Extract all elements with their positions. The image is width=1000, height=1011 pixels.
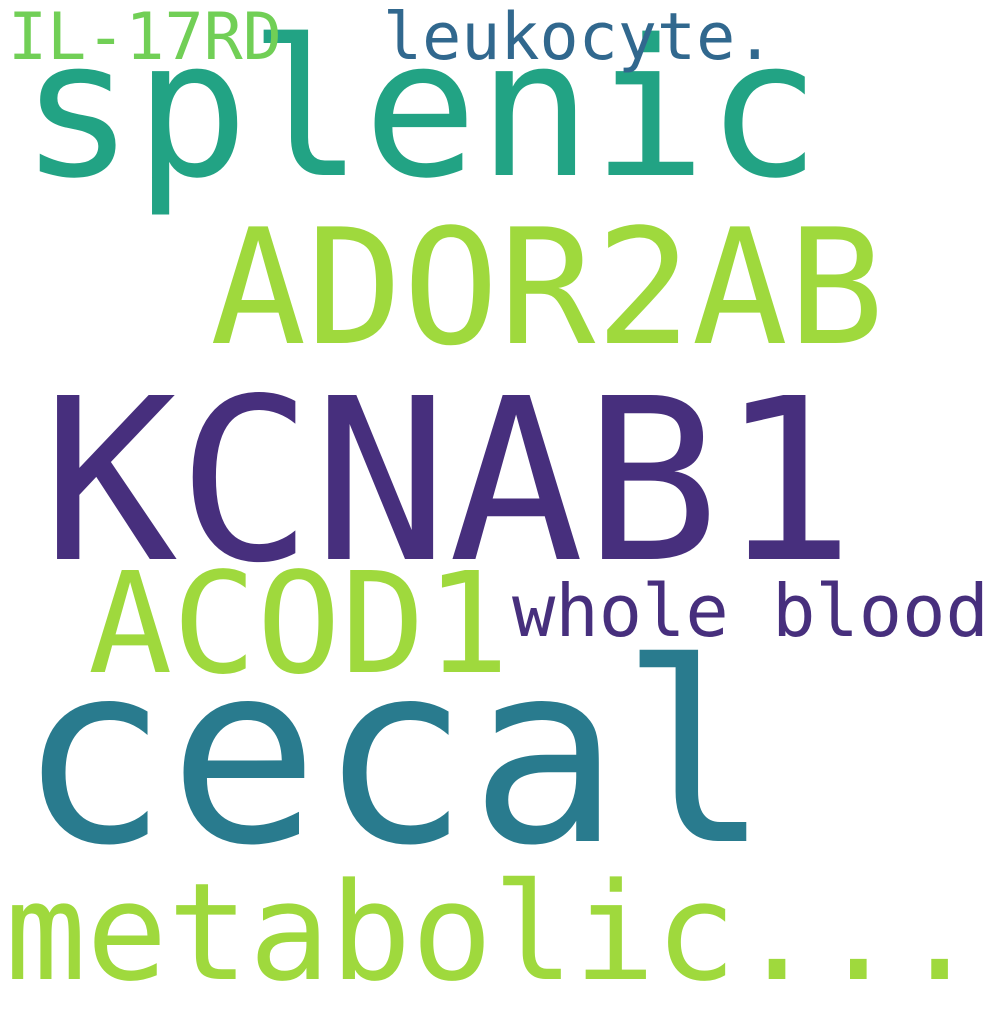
- word-whole-blood: whole blood: [512, 569, 989, 653]
- word-kcnab1: KCNAB1: [42, 351, 855, 613]
- word-cecal: cecal: [18, 609, 771, 900]
- word-acod1: ACOD1: [88, 543, 510, 706]
- word-metabolic: metabolic...: [5, 854, 981, 1011]
- word-ador2ab: ADOR2AB: [210, 194, 885, 381]
- word-il-17rd: IL-17RD: [8, 0, 282, 75]
- word-leukocyte: leukocyte.: [383, 0, 775, 75]
- word-splenic: splenic: [20, 0, 821, 220]
